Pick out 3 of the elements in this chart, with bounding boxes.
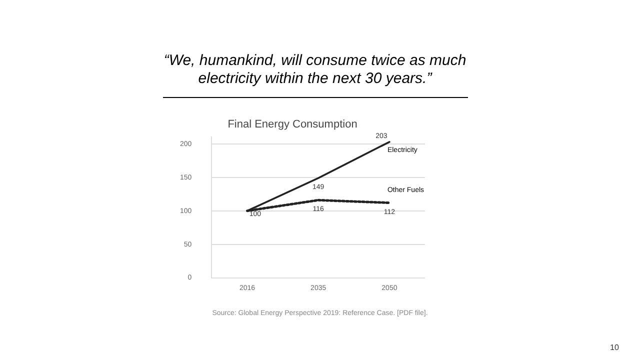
text: 10 bbox=[610, 343, 619, 352]
chart-title: Final Energy Consumption bbox=[228, 118, 358, 131]
text: “We, humankind, will consume twice as much electricity within the next 30 years.” bbox=[162, 52, 468, 88]
